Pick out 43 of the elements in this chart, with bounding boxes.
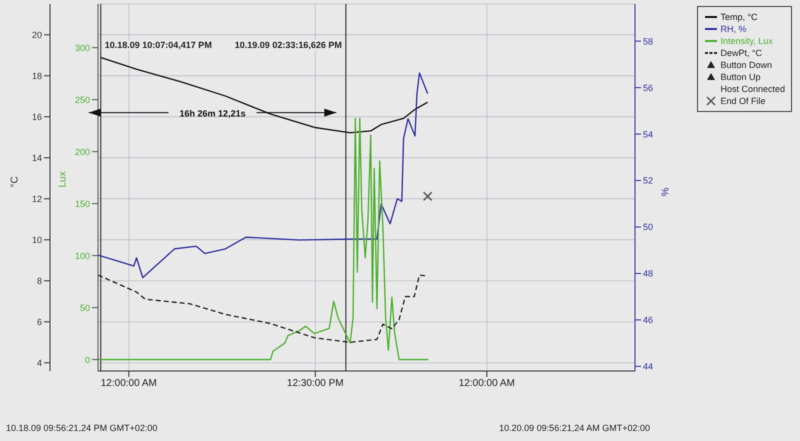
y-tick-label: 4 xyxy=(36,358,42,368)
legend-label: End Of File xyxy=(720,96,766,106)
y2-tick-label: 200 xyxy=(74,146,90,157)
y2-tick-label: 300 xyxy=(74,42,90,53)
y-tick-label: 18 xyxy=(32,70,42,81)
y-tick-label: 14 xyxy=(32,152,42,163)
y3-tick-label: 46 xyxy=(643,315,654,326)
y2-tick-label: 50 xyxy=(80,302,90,313)
x-tick-label: 12:00:00 AM xyxy=(458,378,515,390)
ref-line-label: 10.19.09 02:33:16,626 PM xyxy=(234,40,342,50)
y3-tick-label: 58 xyxy=(643,36,654,46)
y2-tick-label: 250 xyxy=(74,94,90,105)
y-tick-label: 8 xyxy=(36,276,42,286)
legend-label: DewPt, °C xyxy=(720,48,762,58)
y3-tick-label: 56 xyxy=(643,82,654,93)
y-tick-label: 16 xyxy=(32,112,42,122)
y2-tick-label: 0 xyxy=(84,354,90,365)
y3-tick-label: 50 xyxy=(643,222,654,232)
annotation: 16h 26m 12,21s xyxy=(180,108,246,119)
y-tick-label: 12 xyxy=(32,194,42,204)
legend-label: Host Connected xyxy=(720,84,785,94)
legend-label: Temp, °C xyxy=(720,12,758,22)
x-tick-label: 12:30:00 PM xyxy=(286,378,344,390)
y3-tick-label: 54 xyxy=(643,129,654,140)
y-axis-title: °C xyxy=(10,176,21,188)
y2-tick-label: 100 xyxy=(74,250,90,261)
y-tick-label: 20 xyxy=(32,30,42,40)
y2-axis-title: Lux xyxy=(58,171,69,188)
x-tick-label: 12:00:00 AM xyxy=(100,378,157,390)
y2-tick-label: 150 xyxy=(74,198,90,209)
legend-label: Button Down xyxy=(720,60,772,70)
y-tick-label: 6 xyxy=(36,316,42,327)
y3-tick-label: 52 xyxy=(643,176,654,186)
legend-label: RH, % xyxy=(720,24,746,34)
text: 10.18.09 09:56:21,24 PM GMT+02:00 xyxy=(6,423,158,433)
legend-label: Button Up xyxy=(720,72,760,82)
ref-line-label: 10.18.09 10:07:04,417 PM xyxy=(104,40,212,50)
y3-tick-label: 48 xyxy=(643,268,654,279)
y3-axis-title: % xyxy=(660,187,672,196)
y3-tick-label: 44 xyxy=(643,362,654,372)
y-tick-label: 10 xyxy=(32,234,42,245)
text: 10.20.09 09:56:21,24 AM GMT+02:00 xyxy=(499,423,650,433)
legend-label: Intensity, Lux xyxy=(720,36,773,46)
